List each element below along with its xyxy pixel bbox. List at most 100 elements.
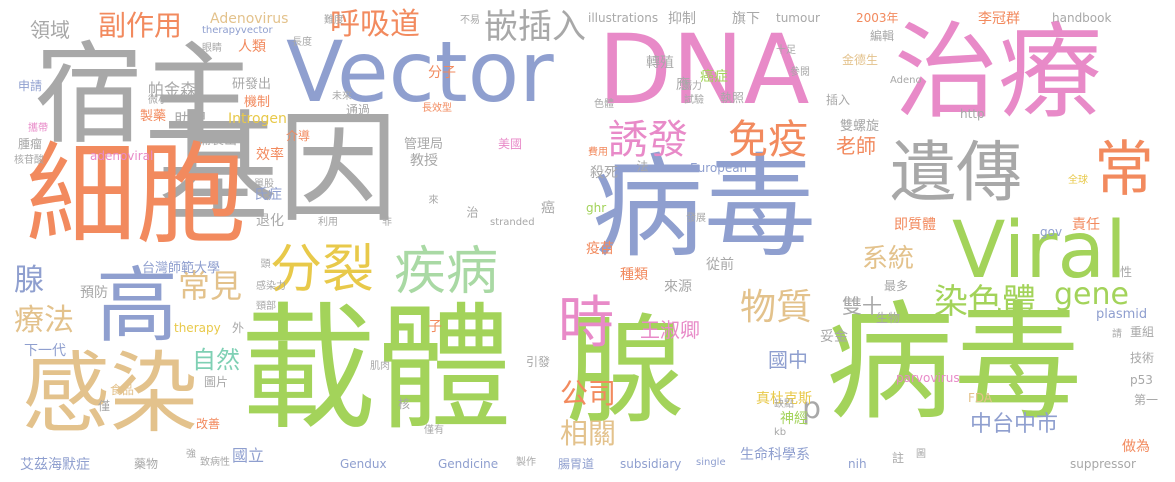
word-xiangguan: 相關	[560, 417, 617, 450]
word-danfu: 單股	[254, 179, 274, 190]
word-tuihua: 退化	[256, 213, 284, 229]
word-ranseti: 染色體	[934, 282, 1036, 322]
word-shengmingkexuexi: 生命科學系	[740, 447, 810, 463]
word-introgen: Introgen	[228, 111, 287, 127]
word-jiyisheng: 金德生	[842, 53, 879, 67]
word-jin: 僅	[98, 399, 111, 413]
word-yufang: 預防	[80, 285, 108, 301]
word-yimiao: 疫苗	[586, 241, 614, 257]
word-shiyan: 試驗	[684, 95, 704, 106]
word-lai: 來	[426, 194, 437, 204]
word-jiaoshou: 教授	[410, 153, 438, 169]
word-shipin: 食品	[110, 383, 135, 397]
word-suzhu: 宿主	[34, 31, 254, 159]
word-changweidao: 腸胃道	[558, 457, 595, 471]
word-http: http	[960, 107, 985, 121]
word-lijiqun: 李冠群	[978, 11, 1020, 27]
word-xiaolv: 效率	[256, 147, 284, 163]
word-bingdu-big: 病毒	[592, 143, 816, 273]
word-nandu: 難度	[324, 15, 344, 26]
word-zhibingxing: 致病性	[200, 457, 230, 468]
word-zhenduokesi: 真杜克斯	[756, 391, 812, 407]
word-congqian: 從前	[706, 257, 734, 273]
word-quanqiu: 全球	[1068, 175, 1088, 186]
word-youxi: 僅有	[424, 425, 444, 436]
word-handbook: handbook	[1052, 11, 1112, 25]
word-wangshuqing: 王淑卿	[640, 318, 700, 342]
word-stranded: stranded	[490, 217, 535, 228]
word-beizhichu: 備製出	[198, 133, 238, 148]
word-tumour: tumour	[776, 11, 820, 25]
word-aizihaimozheng: 艾茲海默症	[20, 457, 90, 473]
word-ying: 應	[676, 77, 690, 93]
word-zhonglei: 種類	[620, 267, 648, 283]
word-ai: 癌	[539, 200, 555, 214]
word-vector: Vector	[286, 23, 554, 121]
word-dna: DNA	[598, 14, 810, 126]
word-zhizao: 製作	[516, 457, 536, 468]
word-zhi: 治	[465, 206, 479, 218]
word-single: single	[696, 457, 726, 468]
word-xitong: 系統	[862, 244, 915, 274]
word-guoli: 國立	[232, 446, 265, 465]
word-sese: 色體	[594, 99, 614, 110]
word-qing: 請	[1112, 329, 1122, 340]
word-shizheng: 氏症	[254, 187, 282, 203]
word-fuzuoyong: 副作用	[98, 9, 183, 42]
word-fa: 法	[635, 160, 649, 172]
word-shashi: 殺死	[590, 165, 618, 181]
word-renlei: 人類	[238, 39, 266, 55]
word-shengwu: 生物	[876, 311, 901, 325]
word-fda: FDA	[968, 391, 993, 405]
word-guozhong: 國中	[768, 348, 808, 372]
word-zhongtaizhongshi: 中台中市	[970, 412, 1059, 437]
word-jizhi: 機制	[244, 95, 271, 110]
word-viral: Viral	[952, 206, 1127, 296]
word-zhiyao: 製藥	[140, 109, 167, 124]
word-huxidao: 呼吸道	[330, 7, 420, 42]
word-yinfa: 引發	[526, 355, 551, 369]
word-fenzi: 分子	[428, 65, 456, 81]
word-zhongliu: 腫瘤	[18, 137, 43, 151]
word-shizu: 十足	[776, 45, 796, 56]
word-therapyvector: therapyvector	[202, 25, 273, 36]
word-qixia: 旗下	[732, 11, 760, 27]
word-ganran: 感染	[22, 342, 199, 445]
word-youfa: 誘發	[608, 117, 688, 163]
word-lingyu: 領域	[30, 18, 70, 42]
word-yichuan: 遺傳	[890, 134, 1022, 211]
word-wuzhi: 物質	[740, 287, 813, 328]
word-fazhan: 發展	[686, 213, 706, 224]
word-canshu: 參閱	[790, 67, 810, 78]
word-fenlie: 分裂	[270, 240, 375, 300]
word-jingbu: 頸部	[256, 301, 276, 312]
word-changxiaoxing: 長效型	[422, 103, 452, 114]
word-jiyin: 基因	[158, 100, 398, 239]
word-zi: 子	[428, 319, 442, 335]
word-taiwanshifandaxue: 台灣師範大學	[142, 261, 221, 276]
word-weilai: 未來	[332, 91, 352, 102]
word-shenjing: 神經	[780, 411, 808, 427]
word-yizhi: 抑制	[668, 11, 696, 27]
word-gendux: Gendux	[340, 457, 387, 471]
word-liyong: 利用	[318, 217, 338, 228]
word-qiancharu: 嵌插入	[484, 7, 586, 47]
word-shuangshi: 雙十	[842, 294, 882, 318]
word-zuiduo: 最多	[884, 279, 909, 293]
word-subsidiary: subsidiary	[620, 457, 682, 471]
word-bingdu-right: 病毒	[826, 289, 1083, 438]
word-gongsi: 公司	[560, 377, 617, 410]
word-changjian: 常見	[178, 267, 243, 305]
word-yanjing: 眼睛	[202, 43, 222, 54]
word-ziran: 自然	[192, 346, 240, 374]
word-zhizhao: 執照	[720, 91, 745, 105]
word-p53: p53	[1130, 373, 1153, 387]
word-chongzu: 重組	[1130, 325, 1155, 339]
word-ganranli: 感染力	[256, 281, 286, 292]
word-shenqing: 申請	[18, 79, 43, 93]
word-zhiliao: 治療	[894, 11, 1103, 133]
word-wai: 外	[232, 321, 245, 335]
word-jishu: 技術	[1130, 351, 1155, 365]
word-xibao: 細胞	[26, 131, 246, 259]
word-aizheng: 癌症	[700, 69, 728, 85]
